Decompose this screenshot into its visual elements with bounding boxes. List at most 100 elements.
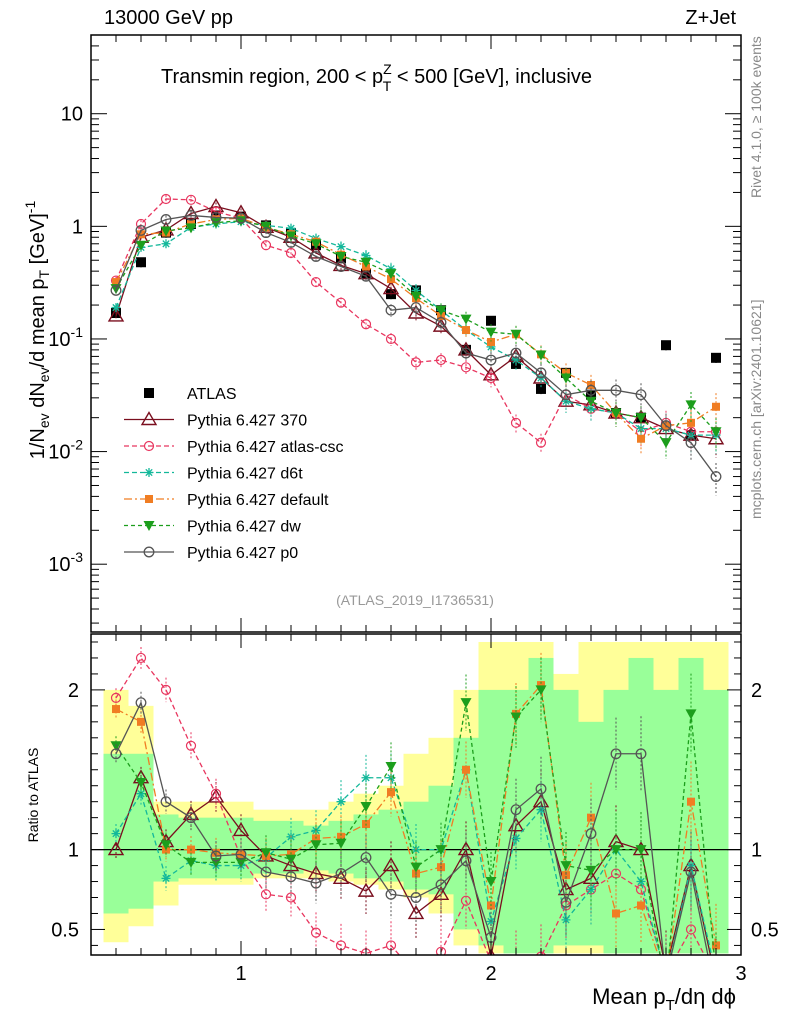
ratio-y-tick-label: 1 bbox=[68, 840, 79, 862]
circle-marker bbox=[310, 251, 322, 262]
y-axis-label-text: 1/Nev dNev/d mean pT [GeV]-1 bbox=[22, 201, 52, 460]
series-line bbox=[115, 220, 717, 444]
circle-marker bbox=[285, 247, 297, 259]
circle-marker bbox=[160, 193, 172, 205]
triangle-down-marker bbox=[160, 226, 172, 237]
circle-marker bbox=[435, 879, 447, 891]
circle-marker bbox=[510, 804, 522, 816]
circle-marker bbox=[135, 652, 147, 664]
triangle-marker bbox=[407, 905, 425, 920]
circle-marker bbox=[412, 970, 421, 979]
ratio-band-inner bbox=[653, 689, 679, 954]
x-tick-label: 3 bbox=[735, 963, 746, 985]
series-line bbox=[115, 217, 717, 440]
circle-marker bbox=[512, 957, 521, 966]
circle-marker bbox=[285, 236, 297, 248]
legend-label: Pythia 6.427 atlas-csc bbox=[187, 439, 344, 456]
square-marker bbox=[687, 418, 695, 427]
triangle-down-marker bbox=[160, 840, 172, 851]
triangle-marker bbox=[659, 962, 673, 974]
y-tick-label: 10-3 bbox=[48, 549, 83, 576]
star-marker bbox=[136, 789, 146, 799]
square-marker bbox=[637, 434, 645, 443]
series-main-0 bbox=[111, 210, 721, 441]
triangle-down-marker bbox=[510, 712, 522, 723]
star-marker bbox=[161, 239, 171, 249]
atlas-marker bbox=[711, 352, 721, 363]
circle-marker bbox=[510, 347, 522, 359]
circle-marker bbox=[460, 347, 472, 359]
square-marker bbox=[612, 909, 620, 918]
circle-marker bbox=[310, 927, 322, 938]
analysis-watermark: (ATLAS_2019_I1736531) bbox=[336, 592, 494, 608]
triangle-down-marker bbox=[710, 427, 722, 438]
triangle-down-marker bbox=[560, 373, 572, 384]
triangle-marker bbox=[457, 841, 475, 856]
triangle-marker bbox=[407, 304, 425, 319]
circle-marker bbox=[610, 384, 622, 396]
circle-marker bbox=[235, 212, 247, 224]
square-marker bbox=[337, 832, 345, 841]
ratio-y-axis-label: Ratio to ATLAS bbox=[25, 748, 41, 843]
triangle-down-marker bbox=[485, 327, 497, 338]
circle-marker bbox=[160, 796, 172, 808]
triangle-down-marker bbox=[135, 778, 147, 789]
ratio-y-tick-label: 0.5 bbox=[51, 919, 79, 941]
star-marker bbox=[662, 973, 671, 982]
y-tick-label: 10-2 bbox=[48, 437, 83, 464]
circle-marker bbox=[160, 684, 172, 695]
triangle-down-marker bbox=[385, 762, 397, 773]
triangle-down-marker bbox=[585, 865, 597, 876]
circle-marker bbox=[410, 302, 422, 314]
circle-marker bbox=[385, 304, 397, 316]
circle-marker bbox=[185, 740, 197, 751]
atlas-marker bbox=[144, 388, 154, 398]
triangle-down-marker bbox=[635, 413, 647, 424]
circle-marker bbox=[143, 546, 155, 558]
circle-marker bbox=[210, 850, 222, 862]
atlas-marker bbox=[536, 383, 546, 394]
star-marker bbox=[336, 242, 346, 252]
ratio-y-tick-label-right: 1 bbox=[751, 840, 762, 862]
triangle-marker bbox=[307, 244, 325, 259]
circle-marker bbox=[310, 877, 322, 889]
triangle-down-marker bbox=[110, 741, 122, 752]
star-marker bbox=[511, 833, 521, 843]
circle-marker bbox=[435, 317, 447, 328]
circle-marker bbox=[185, 194, 197, 205]
circle-marker bbox=[310, 276, 322, 288]
triangle-down-marker bbox=[185, 223, 197, 234]
square-marker bbox=[145, 495, 153, 503]
circle-marker bbox=[260, 240, 272, 251]
circle-marker bbox=[710, 471, 722, 483]
star-marker bbox=[361, 773, 371, 783]
circle-marker bbox=[485, 354, 497, 366]
series-ratio-4 bbox=[110, 657, 717, 955]
y-tick-label: 10 bbox=[61, 104, 83, 126]
triangle-down-marker bbox=[460, 698, 472, 709]
square-marker bbox=[587, 813, 595, 822]
square-marker bbox=[687, 797, 695, 806]
ratio-y-tick-label: 2 bbox=[68, 680, 79, 702]
circle-marker bbox=[635, 748, 647, 760]
ratio-y-tick-label-right: 0.5 bbox=[751, 919, 779, 941]
square-marker bbox=[462, 765, 470, 774]
ratio-band-inner bbox=[503, 689, 529, 954]
star-marker bbox=[561, 915, 571, 925]
triangle-down-marker bbox=[310, 239, 322, 250]
legend-label: ATLAS bbox=[187, 386, 237, 403]
circle-marker bbox=[662, 970, 671, 979]
ratio-bands bbox=[103, 641, 729, 954]
circle-marker bbox=[335, 297, 347, 308]
triangle-down-marker bbox=[535, 350, 547, 361]
square-marker bbox=[387, 788, 395, 797]
circle-marker bbox=[585, 384, 597, 396]
plot-title: Transmin region, 200 < pZ T < 500 [GeV], … bbox=[161, 61, 592, 94]
circle-marker bbox=[185, 812, 197, 824]
circle-marker bbox=[360, 270, 372, 282]
triangle-down-marker bbox=[685, 709, 697, 720]
circle-marker bbox=[160, 214, 172, 225]
circle-marker bbox=[560, 389, 572, 401]
circle-marker bbox=[410, 357, 422, 368]
